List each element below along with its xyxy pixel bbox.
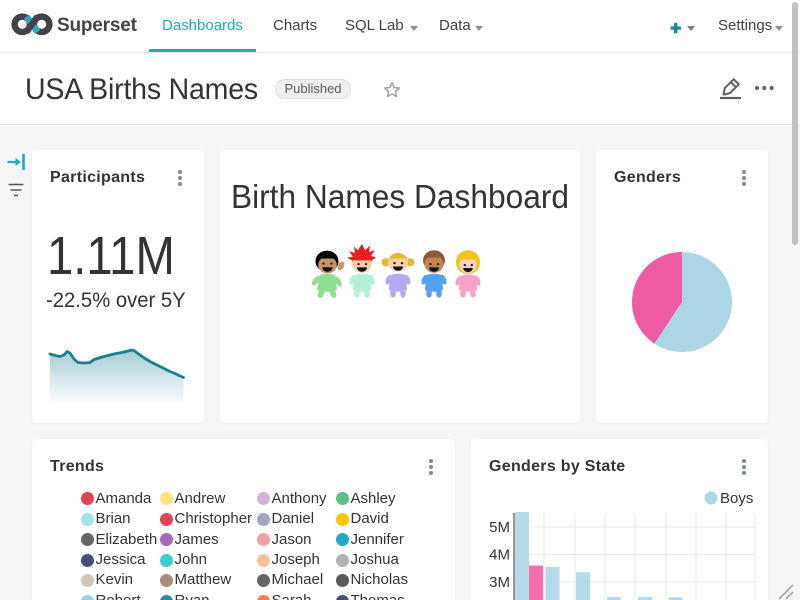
svg-text:4M: 4M: [489, 547, 510, 564]
svg-text:5M: 5M: [489, 519, 510, 536]
svg-text:Boys: Boys: [720, 490, 753, 507]
svg-text:3M: 3M: [489, 574, 510, 591]
